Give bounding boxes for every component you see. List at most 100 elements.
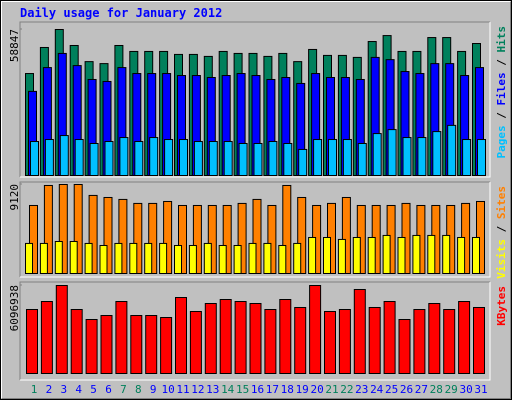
legend-separator: / (495, 106, 508, 126)
legend-entry: Hits (495, 26, 508, 53)
x-tick-label: 12 (191, 383, 204, 396)
bar (368, 306, 381, 375)
bar (382, 234, 391, 275)
bar (218, 244, 227, 274)
bar (457, 236, 466, 274)
bar (279, 298, 292, 374)
x-tick-label: 23 (355, 383, 368, 396)
bar (308, 236, 317, 274)
bar (338, 309, 351, 375)
x-tick-label: 7 (120, 383, 127, 396)
chart-title: Daily usage for January 2012 (20, 6, 222, 20)
bar (104, 141, 114, 176)
y-tick-label: 9120 (8, 184, 21, 211)
bar (357, 142, 367, 176)
bar (73, 184, 83, 274)
bar (447, 124, 457, 176)
bar (372, 133, 382, 176)
bar (219, 298, 232, 374)
x-tick-label: 29 (445, 383, 458, 396)
bar (293, 242, 302, 274)
bar (294, 306, 307, 375)
x-tick-label: 11 (176, 383, 189, 396)
bar (208, 141, 218, 176)
bar (40, 301, 53, 374)
bar (337, 238, 346, 274)
bar (85, 319, 98, 374)
x-tick-label: 28 (430, 383, 443, 396)
legend-entry: KBytes (495, 286, 508, 326)
bar (89, 142, 99, 176)
x-tick-label: 26 (400, 383, 413, 396)
bar (174, 244, 182, 274)
panel-bevel (19, 21, 490, 177)
bar (342, 139, 352, 177)
bar (248, 242, 257, 274)
bar (328, 139, 337, 177)
bar (428, 302, 441, 374)
bar (160, 316, 173, 374)
bar (413, 309, 426, 375)
bar (283, 142, 293, 176)
bar (412, 234, 421, 275)
bar (149, 137, 159, 176)
bar (223, 141, 233, 176)
bar (204, 302, 217, 374)
bar (55, 285, 68, 374)
bar (267, 204, 277, 274)
bar (84, 242, 93, 274)
x-tick-label: 30 (459, 383, 472, 396)
bar (472, 236, 480, 274)
bar (145, 315, 158, 374)
y-tick-label: 58847 (8, 29, 21, 62)
bar (175, 297, 187, 374)
panel-bevel (20, 22, 491, 178)
bar (427, 234, 436, 275)
bar (179, 139, 188, 177)
x-tick-label: 10 (161, 383, 174, 396)
x-tick-label: 19 (296, 383, 309, 396)
bar (25, 242, 33, 274)
bar (115, 301, 128, 374)
legend-entry: Visits (495, 239, 508, 279)
bar (188, 244, 197, 274)
bar (282, 184, 292, 274)
bar (103, 196, 113, 275)
legend: KBytes (495, 286, 508, 326)
bar (443, 309, 456, 375)
bar (233, 244, 242, 274)
x-tick-label: 25 (385, 383, 398, 396)
x-tick-label: 18 (281, 383, 294, 396)
bar (44, 139, 54, 177)
x-tick-label: 9 (150, 383, 157, 396)
bar (144, 242, 153, 274)
bar (100, 315, 113, 374)
bar (164, 139, 174, 177)
bar (114, 242, 123, 274)
bar (148, 202, 158, 275)
x-tick-label: 2 (46, 383, 53, 396)
x-tick-label: 20 (310, 383, 323, 396)
bar (249, 302, 262, 374)
bar (367, 236, 376, 274)
bar (297, 196, 307, 275)
x-tick-label: 8 (135, 383, 142, 396)
bar (70, 309, 83, 375)
bar (341, 196, 351, 275)
bar (353, 288, 366, 375)
bar (402, 137, 412, 176)
bar (309, 285, 322, 374)
bar (129, 242, 138, 274)
bar (462, 139, 472, 177)
bar (193, 141, 203, 176)
bar (30, 141, 39, 176)
bar (458, 301, 471, 374)
bar (59, 135, 69, 177)
legend-entry: Sites (495, 186, 508, 219)
x-tick-label: 6 (105, 383, 112, 396)
bar (29, 204, 38, 274)
bar (99, 244, 108, 274)
x-tick-label: 14 (221, 383, 235, 396)
